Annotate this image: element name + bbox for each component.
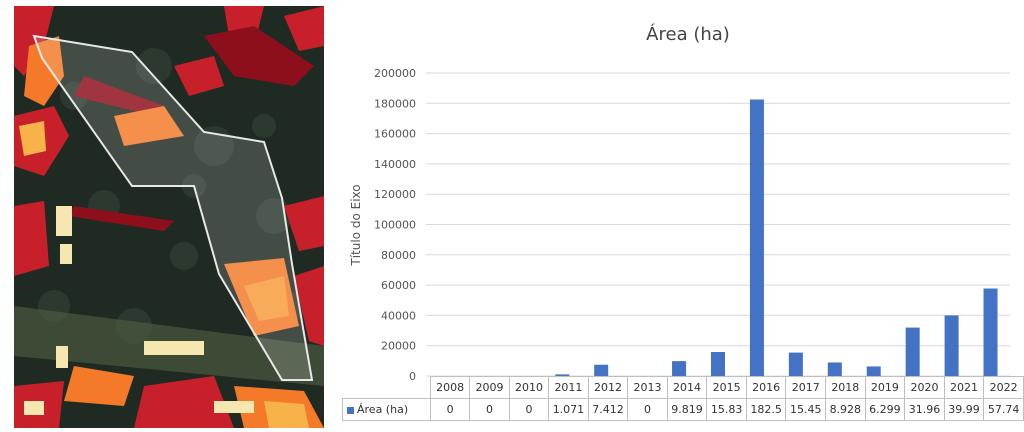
bar-2020 <box>905 327 920 376</box>
hotspot <box>14 201 49 276</box>
bar-2012 <box>594 364 609 376</box>
bar-2017 <box>788 352 803 376</box>
table-year-2008: 2008 <box>429 376 471 399</box>
cleared-patch <box>144 341 204 355</box>
hotspot <box>24 36 64 106</box>
legend-label: Área (ha) <box>357 403 409 416</box>
bar-2022 <box>983 288 998 376</box>
cleared-patch <box>214 401 254 413</box>
hotspot <box>264 401 309 428</box>
table-value-2008: 0 <box>429 398 471 421</box>
hotspot <box>244 276 289 321</box>
y-tick-label: 20000 <box>381 340 416 353</box>
satellite-map-image <box>14 6 324 428</box>
y-tick-label: 100000 <box>374 219 416 232</box>
cleared-patch <box>56 206 72 236</box>
cleared-patch <box>60 244 72 264</box>
table-value-2009: 0 <box>469 398 510 421</box>
table-value-2018: 8.928 <box>825 398 866 421</box>
y-axis-label: Título do Eixo <box>349 184 363 266</box>
table-value-2021: 39.99 <box>943 398 985 421</box>
gridlines <box>426 72 1010 377</box>
hotspot <box>114 106 184 146</box>
hotspot <box>134 376 234 428</box>
chart-title: Área (ha) <box>646 23 730 45</box>
bar-2014 <box>672 361 687 376</box>
hotspot <box>14 6 54 76</box>
legend-entry: Área (ha) <box>342 398 431 421</box>
bar-2011 <box>555 374 570 376</box>
table-year-2013: 2013 <box>627 376 668 399</box>
table-year-2021: 2021 <box>943 376 985 399</box>
table-year-2016: 2016 <box>745 376 787 399</box>
table-year-2019: 2019 <box>864 376 906 399</box>
table-corner <box>342 376 431 399</box>
cleared-patch <box>56 346 68 368</box>
table-value-2014: 9.819 <box>666 398 708 421</box>
table-year-2018: 2018 <box>825 376 866 399</box>
hotspot <box>284 6 324 51</box>
hotspot <box>64 366 134 406</box>
satellite-map <box>14 6 324 428</box>
table-value-2012: 7.412 <box>587 398 629 421</box>
y-axis-ticks: 0200004000060000800001000001200001400001… <box>374 67 416 383</box>
y-tick-label: 180000 <box>374 97 416 110</box>
cleared-patches <box>24 206 254 415</box>
bar-2019 <box>866 366 881 376</box>
table-value-2010: 0 <box>508 398 550 421</box>
bar-chart: Área (ha) Título do Eixo 0 20000 40000 6000… <box>330 0 1024 432</box>
y-tick-label: 40000 <box>381 309 416 322</box>
hotspot <box>174 56 224 96</box>
table-year-2020: 2020 <box>904 376 945 399</box>
table-year-2009: 2009 <box>469 376 510 399</box>
table-value-2017: 15.45 <box>785 398 827 421</box>
table-value-2020: 31.96 <box>904 398 945 421</box>
legend-swatch <box>347 406 354 414</box>
table-value-2022: 57.74 <box>983 398 1024 421</box>
hotspot <box>284 196 324 251</box>
table-value-2019: 6.299 <box>864 398 906 421</box>
bar-2018 <box>827 362 842 376</box>
table-year-2012: 2012 <box>587 376 629 399</box>
table-value-2016: 182.5 <box>745 398 787 421</box>
table-year-2011: 2011 <box>548 376 589 399</box>
hotspot <box>74 76 164 116</box>
y-tick-label: 160000 <box>374 128 416 141</box>
table-year-2022: 2022 <box>983 376 1024 399</box>
hotspot <box>19 121 46 156</box>
y-tick-label: 200000 <box>374 67 416 80</box>
hotspot <box>204 26 314 86</box>
y-tick-label: 140000 <box>374 158 416 171</box>
table-year-2014: 2014 <box>666 376 708 399</box>
hotspot <box>294 266 324 346</box>
data-table: 2008 2009 2010 2011 2012 2013 2014 2015 2016 2017… <box>342 376 1024 421</box>
bar-2015 <box>711 352 725 376</box>
y-tick-label: 60000 <box>381 279 416 292</box>
bar-2021 <box>944 315 959 376</box>
bar-2016 <box>749 99 764 376</box>
y-tick-label: 120000 <box>374 188 416 201</box>
study-area-boundary <box>32 34 314 381</box>
table-year-2010: 2010 <box>508 376 550 399</box>
chart-canvas: Área (ha) Título do Eixo 020000400006000… <box>349 23 1010 383</box>
table-value-2013: 0 <box>627 398 668 421</box>
hotspot <box>69 206 174 231</box>
cleared-patch <box>24 401 44 415</box>
deforestation-hotspots <box>14 6 324 428</box>
value-row: Área (ha) 0 0 0 1.071 7.412 0 9.819 15.83 182.5 1… <box>342 398 1024 421</box>
bars <box>555 99 998 376</box>
table-year-2015: 2015 <box>706 376 747 399</box>
table-year-2017: 2017 <box>785 376 827 399</box>
year-row: 2008 2009 2010 2011 2012 2013 2014 2015 2016 2017… <box>342 376 1024 399</box>
table-value-2015: 15.83 <box>706 398 747 421</box>
y-tick-label: 80000 <box>381 249 416 262</box>
table-value-2011: 1.071 <box>548 398 589 421</box>
